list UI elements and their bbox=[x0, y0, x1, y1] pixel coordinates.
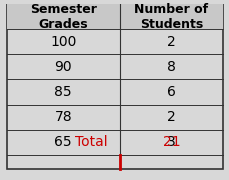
Text: 2: 2 bbox=[166, 110, 175, 124]
FancyBboxPatch shape bbox=[7, 4, 222, 169]
Text: 6: 6 bbox=[166, 85, 175, 99]
Text: 21: 21 bbox=[162, 135, 179, 149]
Text: 3: 3 bbox=[166, 135, 175, 149]
Text: 8: 8 bbox=[166, 60, 175, 74]
Text: 65: 65 bbox=[54, 135, 72, 149]
Text: Total: Total bbox=[75, 135, 108, 149]
Text: 90: 90 bbox=[54, 60, 72, 74]
Text: Semester
Grades: Semester Grades bbox=[30, 3, 96, 31]
Text: Number of
Students: Number of Students bbox=[134, 3, 207, 31]
Text: 78: 78 bbox=[54, 110, 72, 124]
Text: 2: 2 bbox=[166, 35, 175, 49]
Text: 85: 85 bbox=[54, 85, 72, 99]
Text: 100: 100 bbox=[50, 35, 76, 49]
FancyBboxPatch shape bbox=[7, 4, 222, 29]
